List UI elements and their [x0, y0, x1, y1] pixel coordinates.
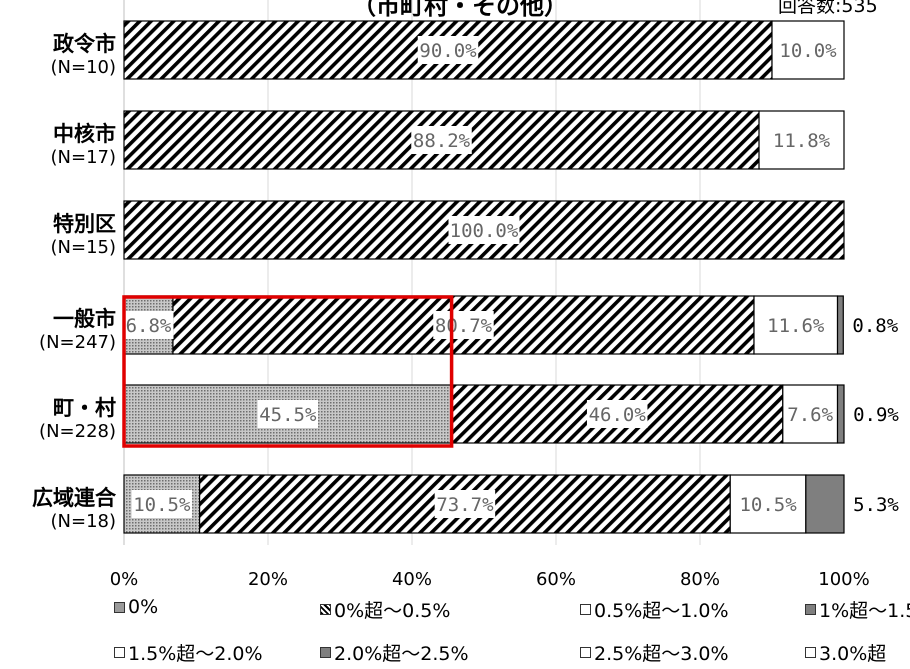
data-label-1-1: 88.2% — [413, 130, 471, 152]
chart-title-fragment: （市町村・その他） — [352, 0, 568, 20]
data-label-3-0: 6.8% — [126, 315, 172, 337]
response-count: 回答数:535 — [778, 0, 878, 17]
data-label-bg-5-0 — [131, 490, 193, 518]
bar-4-series-3 — [836, 384, 845, 444]
data-label-2-1: 100.0% — [450, 220, 519, 242]
highlight-box — [122, 295, 454, 448]
data-label-bg-3-0 — [123, 311, 174, 339]
bar-5-series-3 — [805, 474, 845, 534]
data-label-bg-3-1 — [433, 311, 494, 339]
category-label-4: 町・村 — [53, 396, 116, 420]
data-label-5-1: 73.7% — [436, 494, 494, 516]
category-n-1: (N=17) — [51, 147, 117, 168]
data-label-5-2: 10.5% — [739, 494, 797, 516]
category-label-0: 政令市 — [53, 32, 116, 56]
data-label-4-2: 7.6% — [787, 404, 833, 426]
data-label-bg-4-2 — [785, 400, 836, 428]
data-label-bg-2-1 — [448, 216, 520, 244]
data-label-bg-4-1 — [586, 400, 648, 428]
category-label-5: 広域連合 — [32, 486, 117, 510]
category-label-2: 特別区 — [53, 212, 116, 236]
data-label-bg-1-1 — [411, 126, 472, 154]
data-label-4-1: 46.0% — [589, 404, 647, 426]
category-n-5: (N=18) — [51, 511, 117, 532]
data-label-0-2: 10.0% — [779, 40, 837, 62]
data-label-5-0: 10.5% — [133, 494, 191, 516]
category-n-3: (N=247) — [39, 332, 116, 353]
category-label-3: 一般市 — [53, 307, 116, 331]
x-tick-5: 100% — [818, 569, 869, 590]
data-label-3-1: 80.7% — [435, 315, 493, 337]
data-label-1-2: 11.8% — [773, 130, 831, 152]
chart-x-ticks: 0% 20% 40% 60% 80% 100% — [110, 569, 870, 590]
data-label-5-3: 5.3% — [853, 494, 899, 516]
data-label-bg-0-1 — [417, 36, 479, 64]
data-label-bg-1-2 — [771, 126, 832, 154]
data-label-bg-5-2 — [737, 490, 799, 518]
category-n-2: (N=15) — [51, 237, 117, 258]
data-label-4-0: 45.5% — [259, 404, 317, 426]
data-label-bg-5-1 — [434, 490, 496, 518]
data-label-3-2: 11.6% — [767, 315, 825, 337]
data-label-bg-0-2 — [777, 36, 839, 64]
chart-grid — [123, 0, 701, 545]
data-label-bg-4-0 — [257, 400, 319, 428]
chart-data-labels: 90.0% 10.0% 88.2% 11.8% 100.0% 6.8% 80.7% 11.6%… — [123, 36, 899, 518]
data-label-0-1: 90.0% — [419, 40, 477, 62]
category-n-4: (N=228) — [39, 421, 116, 442]
bar-3-series-3 — [836, 295, 844, 355]
x-tick-2: 40% — [392, 569, 432, 590]
category-label-1: 中核市 — [53, 122, 116, 146]
data-label-3-3: 0.8% — [852, 315, 898, 337]
x-tick-0: 0% — [110, 569, 139, 590]
chart-highlight — [122, 295, 454, 448]
data-label-4-3: 0.9% — [853, 404, 899, 426]
data-label-bg-3-2 — [765, 311, 827, 339]
x-tick-3: 60% — [536, 569, 576, 590]
x-tick-4: 80% — [680, 569, 720, 590]
chart-bars — [123, 20, 845, 534]
chart-category-labels: 政令市(N=10) 中核市(N=17) 特別区(N=15) 一般市(N=247) 町・村… — [32, 32, 117, 532]
category-n-0: (N=10) — [51, 57, 117, 78]
x-tick-1: 20% — [248, 569, 288, 590]
